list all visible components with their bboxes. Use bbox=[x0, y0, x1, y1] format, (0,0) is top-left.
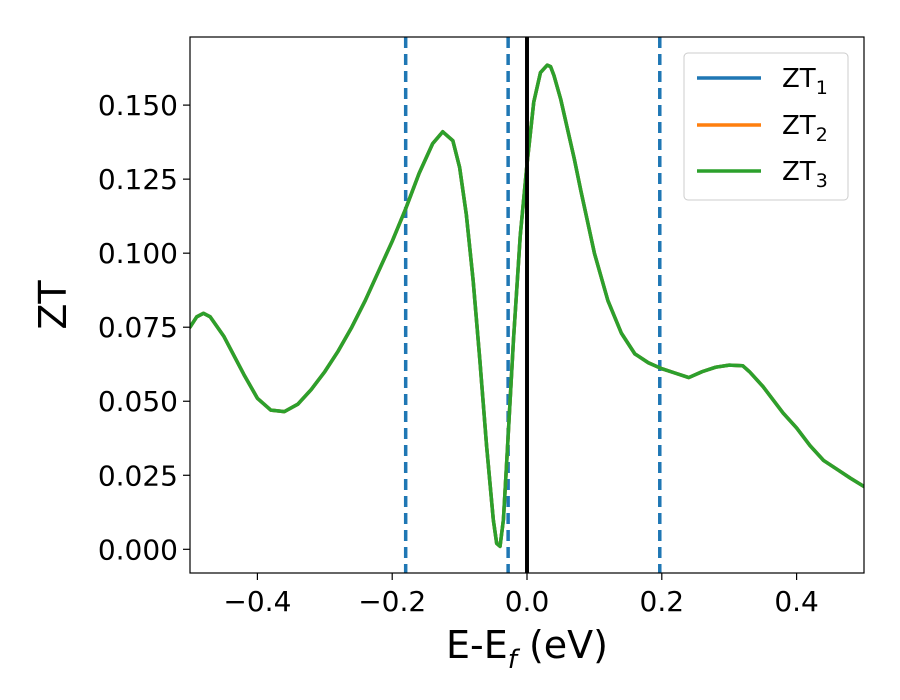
legend-entry-zt2: ZT2 bbox=[697, 111, 828, 146]
x-tick-label: −0.4 bbox=[223, 585, 291, 618]
y-tick-label: 0.025 bbox=[98, 459, 178, 492]
legend-label-zt2: ZT2 bbox=[782, 111, 828, 146]
legend-entry-zt1: ZT1 bbox=[697, 64, 828, 99]
legend: ZT1 ZT2 ZT3 bbox=[683, 52, 849, 201]
x-axis-label-main: E-E bbox=[446, 623, 508, 667]
y-tick-label: 0.000 bbox=[98, 533, 178, 566]
y-tick-label: 0.150 bbox=[98, 89, 178, 122]
x-tick-label: 0.0 bbox=[505, 585, 550, 618]
x-tick-label: 0.2 bbox=[640, 585, 685, 618]
y-axis-label: ZT bbox=[31, 280, 75, 330]
x-tick-label: 0.4 bbox=[774, 585, 819, 618]
x-tick-label: −0.2 bbox=[358, 585, 426, 618]
x-axis-label-unit: (eV) bbox=[517, 623, 608, 667]
y-tick-label: 0.125 bbox=[98, 163, 178, 196]
x-axis-ticks: −0.4 −0.2 0.0 0.2 0.4 bbox=[223, 573, 819, 618]
x-axis-label: E-Ef (eV) bbox=[446, 623, 608, 675]
legend-frame bbox=[683, 52, 849, 201]
y-tick-label: 0.075 bbox=[98, 311, 178, 344]
data-series bbox=[190, 63, 864, 549]
legend-label-zt1: ZT1 bbox=[782, 64, 828, 99]
legend-label-zt3: ZT3 bbox=[782, 157, 828, 192]
legend-entry-zt3: ZT3 bbox=[697, 157, 828, 192]
y-tick-label: 0.100 bbox=[98, 237, 178, 270]
y-tick-label: 0.050 bbox=[98, 385, 178, 418]
series-line-zt3 bbox=[190, 63, 864, 549]
y-axis-ticks: 0.000 0.025 0.050 0.075 0.100 0.125 0.150 bbox=[98, 89, 190, 566]
